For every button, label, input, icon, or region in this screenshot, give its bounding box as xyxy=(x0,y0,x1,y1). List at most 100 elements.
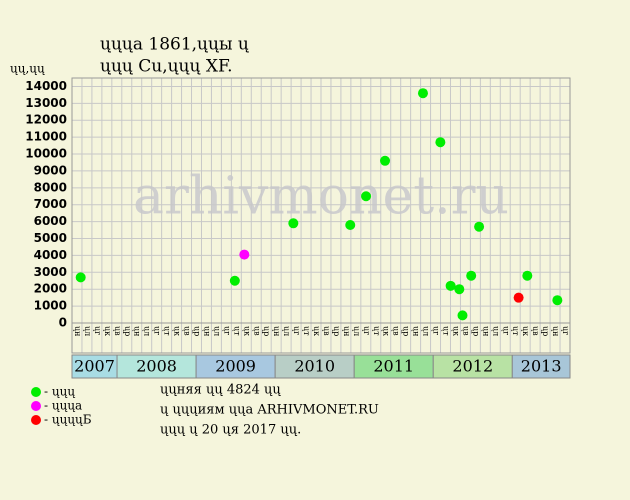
column-label: ųк xyxy=(103,326,112,336)
point xyxy=(345,220,356,230)
legend-label: - ųųųa xyxy=(44,399,82,413)
y-tick-label: 6000 xyxy=(34,214,67,228)
y-tick-label: 0 xyxy=(59,316,67,330)
legend-label: - ųųųųБ xyxy=(44,413,92,427)
y-tick-label: 10000 xyxy=(25,147,67,161)
point xyxy=(229,275,240,286)
footer-line: ųųų ų 20 ųя 2017 ųų. xyxy=(160,423,301,438)
column-label: ųр xyxy=(193,326,202,336)
footer-line: ų ųųųиям ųųa ARHIVMONET.RU xyxy=(160,403,379,418)
point xyxy=(522,270,533,281)
y-axis-label: ųų,ųų xyxy=(10,62,45,76)
y-tick-label: 3000 xyxy=(34,265,67,279)
point xyxy=(513,292,524,303)
y-tick-label: 1000 xyxy=(34,299,67,313)
column-label: ųр xyxy=(123,326,132,336)
y-tick-label: 2000 xyxy=(34,282,67,296)
column-label: ųв xyxy=(392,326,401,336)
y-tick-label: 7000 xyxy=(34,197,67,211)
column-label: ųг xyxy=(432,326,441,335)
column-label: ųт xyxy=(372,326,381,336)
column-label: ųк xyxy=(382,326,391,336)
column-label: ųн xyxy=(133,326,142,336)
column-label: ųг xyxy=(501,326,510,335)
year-label: 2013 xyxy=(521,357,562,376)
column-label: ųн xyxy=(73,326,82,336)
year-label: 2008 xyxy=(136,357,177,376)
column-label: ųг xyxy=(561,326,570,335)
column-label: ųк xyxy=(521,326,530,336)
column-label: ųт xyxy=(163,326,172,336)
column-label: ųк xyxy=(242,326,251,336)
column-label: ųл xyxy=(282,326,291,336)
point xyxy=(75,272,86,283)
point xyxy=(457,310,468,321)
point xyxy=(466,270,477,281)
point xyxy=(435,137,446,148)
column-label: ųн xyxy=(412,326,421,336)
year-label: 2010 xyxy=(294,357,335,376)
column-label: ųн xyxy=(342,326,351,336)
y-tick-label: 14000 xyxy=(25,79,67,93)
column-label: ųв xyxy=(252,326,261,336)
y-tick-label: 12000 xyxy=(25,113,67,127)
point xyxy=(417,88,428,99)
legend-marker xyxy=(31,401,41,411)
column-label: ųг xyxy=(93,326,102,335)
year-label: 2009 xyxy=(215,357,256,376)
column-label: ųг xyxy=(362,326,371,335)
column-label: ųв xyxy=(531,326,540,336)
column-label: ųв xyxy=(113,326,122,336)
y-tick-label: 9000 xyxy=(34,163,67,177)
column-label: ųк xyxy=(173,326,182,336)
point xyxy=(552,295,563,306)
column-label: ųг xyxy=(292,326,301,335)
column-label: ųл xyxy=(143,326,152,336)
legend-label: - ųųų xyxy=(44,385,75,399)
chart-subtitle: ųųų Cu,ųųų XF. xyxy=(100,57,233,77)
column-label: ųг xyxy=(153,326,162,335)
column-label: ųт xyxy=(302,326,311,336)
column-label: ųт xyxy=(511,326,520,336)
column-label: ųв xyxy=(461,326,470,336)
y-tick-label: 13000 xyxy=(25,96,67,110)
y-tick-label: 4000 xyxy=(34,248,67,262)
year-label: 2007 xyxy=(74,357,115,376)
point xyxy=(474,221,485,232)
y-tick-label: 5000 xyxy=(34,231,67,245)
column-label: ųк xyxy=(312,326,321,336)
point xyxy=(445,280,456,291)
column-label: ųл xyxy=(352,326,361,336)
point xyxy=(380,155,391,166)
column-label: ųр xyxy=(332,326,341,336)
column-label: ųл xyxy=(212,326,221,336)
year-label: 2012 xyxy=(452,357,493,376)
column-label: ųн xyxy=(481,326,490,336)
legend-marker xyxy=(31,387,41,397)
column-label: ųт xyxy=(232,326,241,336)
year-label: 2011 xyxy=(373,357,414,376)
y-tick-label: 11000 xyxy=(25,130,67,144)
column-label: ųг xyxy=(222,326,231,335)
point xyxy=(454,284,465,295)
point xyxy=(239,249,250,260)
point xyxy=(288,218,299,229)
column-label: ųр xyxy=(541,326,550,336)
label-frame xyxy=(71,322,571,354)
column-label: ųл xyxy=(491,326,500,336)
column-label: ųр xyxy=(402,326,411,336)
column-label: ųт xyxy=(442,326,451,336)
y-tick-label: 8000 xyxy=(34,180,67,194)
column-label: ųл xyxy=(422,326,431,336)
column-label: ųн xyxy=(551,326,560,336)
footer-line: ųųняя ųų 4824 ųų xyxy=(160,383,281,398)
point xyxy=(361,191,372,202)
legend-marker xyxy=(31,415,41,425)
column-label: ųр xyxy=(262,326,271,336)
column-label: ųл xyxy=(83,326,92,336)
chart-title: ųųųa 1861,ųųы ų xyxy=(100,35,249,55)
column-label: ųн xyxy=(202,326,211,336)
